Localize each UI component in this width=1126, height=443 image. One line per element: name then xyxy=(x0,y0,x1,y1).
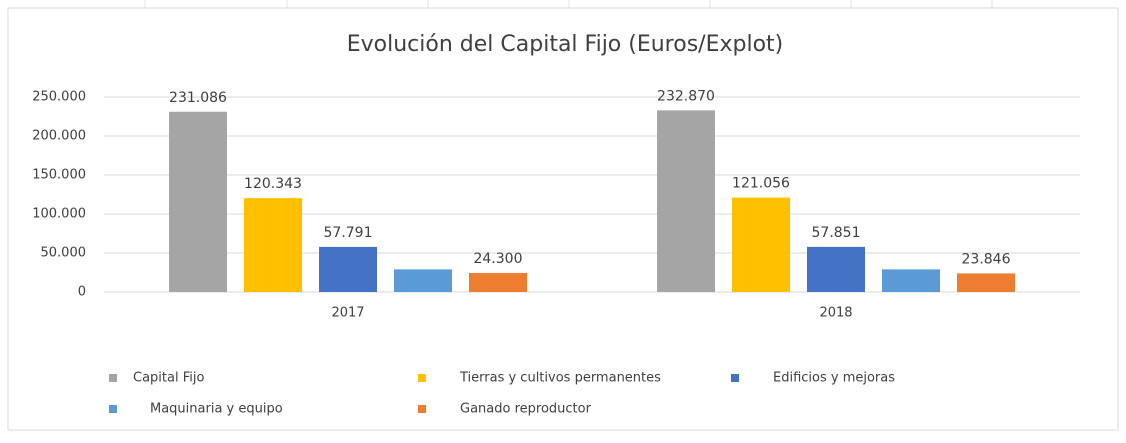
y-tick-label: 150.000 xyxy=(32,168,86,183)
y-tick-label: 200.000 xyxy=(32,129,86,144)
legend-marker xyxy=(418,405,426,413)
chart-title: Evolución del Capital Fijo (Euros/Explot… xyxy=(347,32,784,57)
bar xyxy=(807,246,865,292)
data-label: 231.086 xyxy=(169,90,227,106)
bar xyxy=(882,269,940,292)
legend-label: Capital Fijo xyxy=(133,371,204,386)
legend-marker xyxy=(109,374,117,382)
legend-marker xyxy=(418,374,426,382)
y-tick-label: 50.000 xyxy=(41,246,87,261)
bar xyxy=(657,110,715,293)
y-tick-label: 250.000 xyxy=(32,90,86,105)
data-label: 24.300 xyxy=(474,251,523,267)
x-tick-label: 2017 xyxy=(331,306,364,321)
y-tick-label: 100.000 xyxy=(32,207,86,222)
legend-label: Edificios y mejoras xyxy=(773,371,895,386)
legend-label: Tierras y cultivos permanentes xyxy=(459,371,661,386)
legend-label: Ganado reproductor xyxy=(460,402,592,417)
legend-marker xyxy=(731,374,739,382)
data-label: 232.870 xyxy=(657,88,715,104)
x-tick-label: 2018 xyxy=(819,306,852,321)
bar xyxy=(469,273,527,292)
data-label: 120.343 xyxy=(244,176,302,192)
data-label: 57.851 xyxy=(812,225,861,241)
bar xyxy=(732,197,790,292)
legend-marker xyxy=(109,405,117,413)
bar xyxy=(319,246,377,292)
data-label: 57.791 xyxy=(324,225,373,241)
bar xyxy=(394,269,452,292)
chart-area xyxy=(7,7,1119,431)
bar xyxy=(244,198,302,292)
y-tick-label: 0 xyxy=(78,285,86,300)
bar xyxy=(957,273,1015,292)
data-label: 23.846 xyxy=(962,251,1011,267)
legend-label: Maquinaria y equipo xyxy=(150,402,283,417)
bar xyxy=(169,111,227,292)
data-label: 121.056 xyxy=(732,176,790,192)
